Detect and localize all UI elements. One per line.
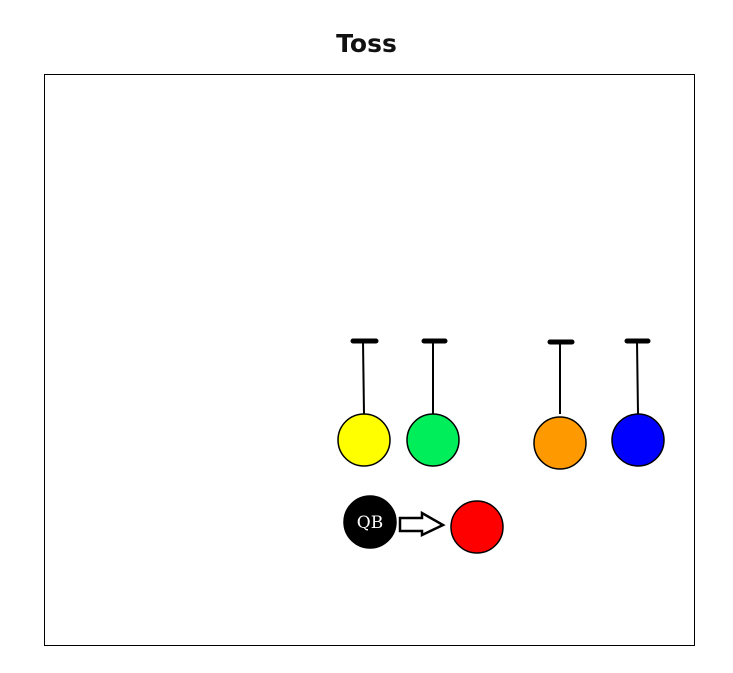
player-green [406,413,460,467]
player-yellow [337,413,391,467]
play-field [44,74,695,646]
diagram-title: Toss [336,29,397,58]
route-yellow [350,338,379,415]
player-blue [611,413,665,467]
qb-label: QB [357,513,383,533]
player-qb: QB [343,495,397,549]
route-green [421,338,448,414]
player-red [450,500,504,554]
player-orange [533,416,587,470]
route-orange [547,339,575,414]
toss-arrow [398,510,446,537]
route-blue [624,338,651,415]
